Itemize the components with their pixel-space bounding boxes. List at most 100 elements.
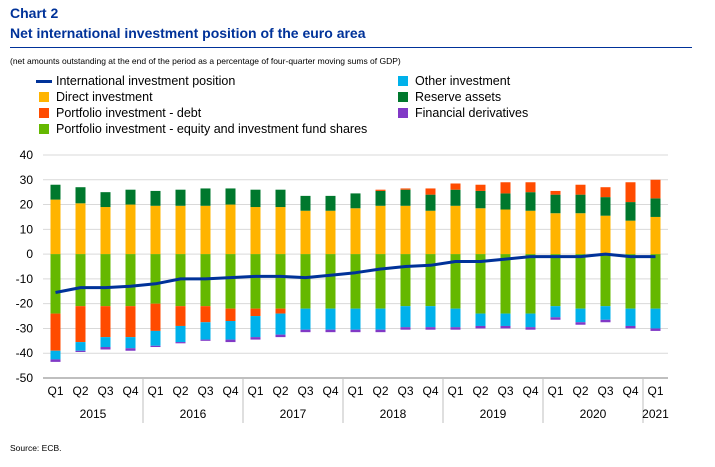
bar-segment <box>150 330 161 346</box>
bar-segment <box>275 313 286 335</box>
x-tick-label: Q1 <box>147 384 163 398</box>
x-tick-label: Q4 <box>522 384 538 398</box>
bar-segment <box>50 184 61 200</box>
bar-segment <box>350 193 361 209</box>
bar-segment <box>125 204 136 255</box>
bar-segment <box>225 339 236 343</box>
bar-segment <box>50 350 61 360</box>
bar-segment <box>125 337 136 349</box>
bar-segment <box>550 194 561 214</box>
bar-segment <box>625 202 636 221</box>
bar-segment <box>375 189 386 191</box>
bar-segment <box>100 347 111 350</box>
bar-segment <box>525 327 536 330</box>
bar-segment <box>200 322 211 340</box>
bar-segment <box>225 254 236 309</box>
bar-segment <box>425 306 436 328</box>
bar-segment <box>375 308 386 330</box>
bar-segment <box>100 306 111 338</box>
bar-segment <box>225 204 236 255</box>
bar-segment <box>475 325 486 329</box>
x-tick-label: Q2 <box>272 384 288 398</box>
bar-segment <box>250 207 261 255</box>
legend-swatch <box>39 124 49 134</box>
y-tick-label: 30 <box>20 173 34 187</box>
bar-segment <box>425 254 436 307</box>
bar-segment <box>175 189 186 206</box>
iip-line <box>55 252 656 294</box>
bar-segment <box>425 194 436 211</box>
bar-segment <box>450 308 461 328</box>
bar-segment <box>375 254 386 309</box>
bar-segment <box>400 188 411 190</box>
year-label: 2021 <box>642 407 669 421</box>
year-label: 2019 <box>480 407 507 421</box>
bar-segment <box>625 220 636 255</box>
bar-segment <box>75 187 86 204</box>
y-tick-label: -30 <box>16 321 34 335</box>
legend-item-direct-investment: Direct investment <box>39 90 153 104</box>
bar-segment <box>75 350 86 352</box>
bar-segment <box>275 207 286 255</box>
legend-label: Portfolio investment - equity and invest… <box>56 122 368 136</box>
bar-segment <box>550 190 561 195</box>
bar-segment <box>600 306 611 320</box>
bar-segment <box>250 189 261 208</box>
x-tick-label: Q4 <box>222 384 238 398</box>
bar-segment <box>100 254 111 307</box>
chart-title: Net international investment position of… <box>10 25 366 41</box>
bar-segment <box>225 321 236 340</box>
legend-swatch <box>398 76 408 86</box>
bar-segment <box>450 254 461 309</box>
bar-segment <box>575 254 586 309</box>
x-tick-label: Q1 <box>47 384 63 398</box>
year-label: 2017 <box>280 407 307 421</box>
bar-segment <box>625 308 636 326</box>
x-tick-label: Q3 <box>297 384 313 398</box>
bar-segment <box>375 205 386 255</box>
x-tick-label: Q3 <box>197 384 213 398</box>
bar-segment <box>200 205 211 255</box>
bar-segment <box>525 313 536 328</box>
bar-segment <box>500 209 511 255</box>
legend-label: International investment position <box>56 74 236 88</box>
bar-segment <box>650 216 661 255</box>
bar-segment <box>300 308 311 330</box>
bar-segment <box>100 207 111 255</box>
bar-segment <box>175 325 186 343</box>
bar-segment <box>50 254 61 314</box>
bar-segment <box>400 205 411 255</box>
y-tick-label: 0 <box>26 247 33 261</box>
title-rule <box>10 47 692 48</box>
x-tick-label: Q4 <box>422 384 438 398</box>
bar-segment <box>325 254 336 309</box>
legend-label: Reserve assets <box>415 90 502 104</box>
legend-swatch <box>39 92 49 102</box>
y-tick-label: -40 <box>16 346 34 360</box>
bar-segment <box>225 308 236 322</box>
bar-segment <box>600 187 611 198</box>
bar-segment <box>300 254 311 309</box>
x-tick-label: Q4 <box>122 384 138 398</box>
bar-segment <box>250 254 261 309</box>
legend-label: Financial derivatives <box>415 106 529 120</box>
bar-segment <box>225 188 236 205</box>
legend-item-portfolio-equity: Portfolio investment - equity and invest… <box>39 122 367 136</box>
bar-segment <box>75 342 86 351</box>
bar-segment <box>275 189 286 208</box>
chart-subtitle: (net amounts outstanding at the end of t… <box>10 56 401 66</box>
legend-item-reserve-assets: Reserve assets <box>398 90 501 104</box>
bar-segment <box>475 313 486 326</box>
x-tick-label: Q3 <box>597 384 613 398</box>
bar-segment <box>125 254 136 307</box>
legend-item-other-investment: Other investment <box>398 74 510 88</box>
bar-segment <box>650 254 661 309</box>
bar-segment <box>175 306 186 326</box>
bar-segment <box>125 306 136 338</box>
bar-segment <box>450 183 461 190</box>
x-tick-label: Q2 <box>72 384 88 398</box>
bar-segment <box>575 184 586 195</box>
legend-swatch <box>39 108 49 118</box>
bar-segment <box>500 325 511 329</box>
bar-segment <box>150 303 161 331</box>
